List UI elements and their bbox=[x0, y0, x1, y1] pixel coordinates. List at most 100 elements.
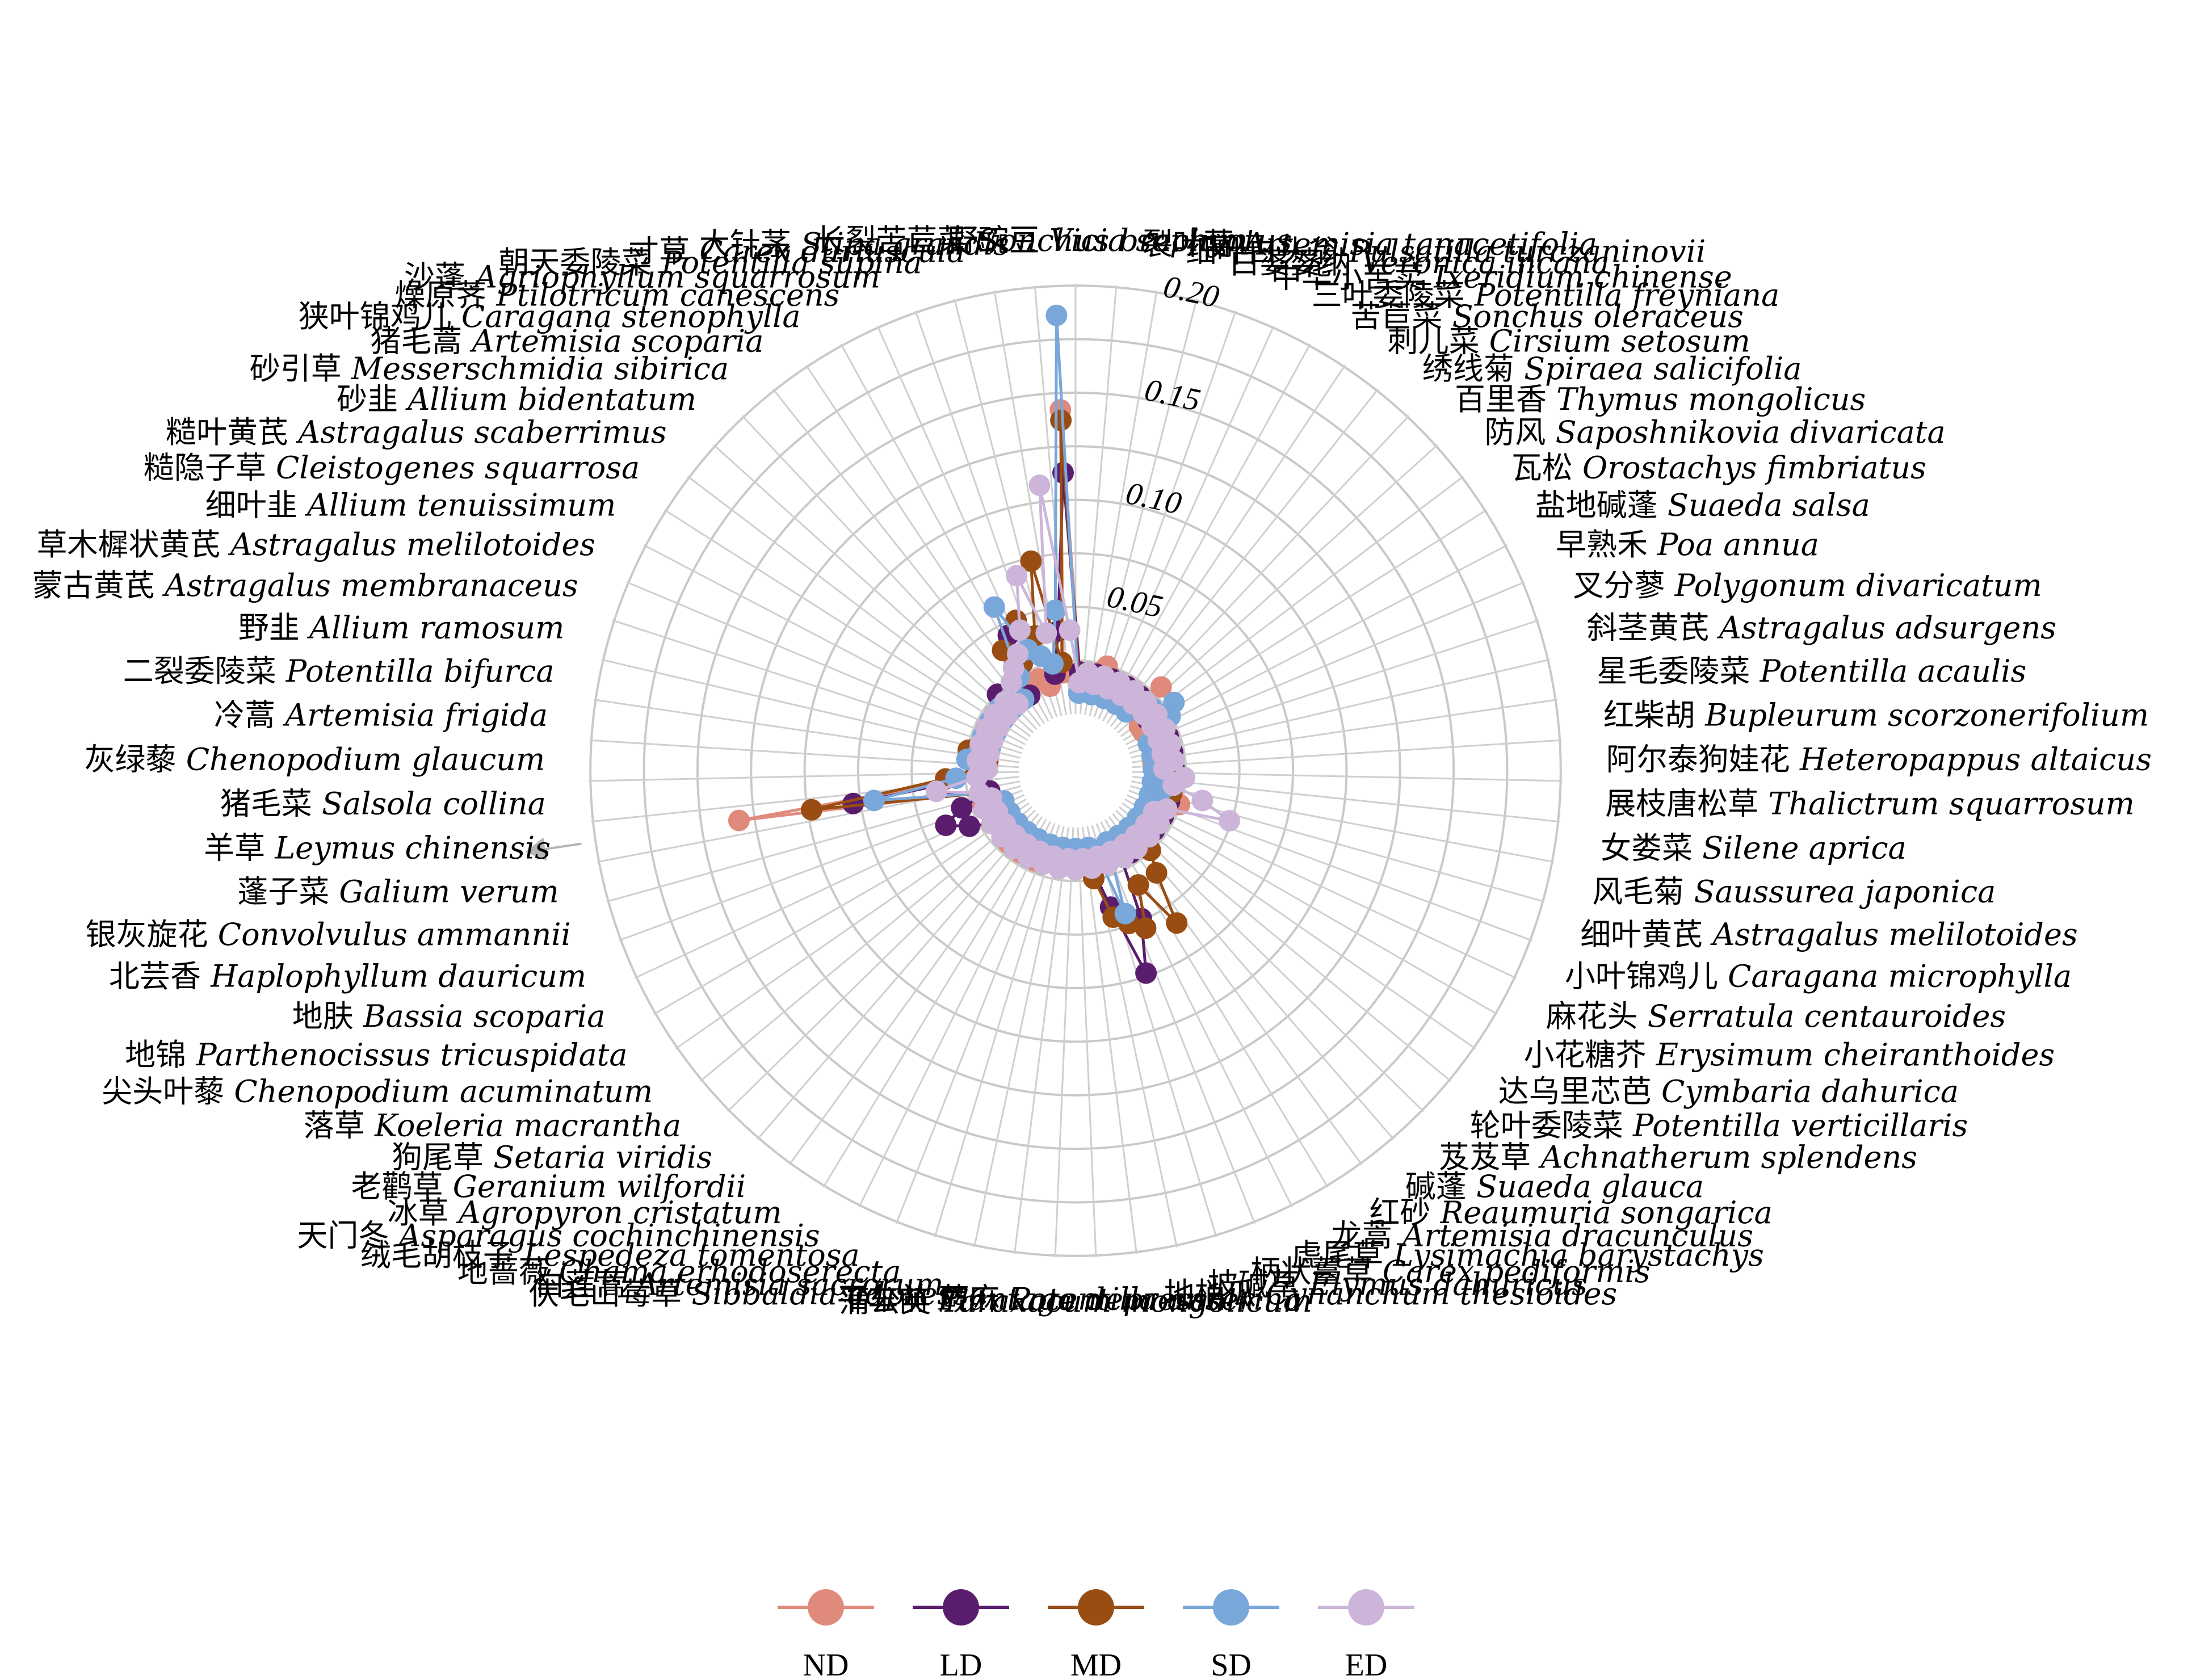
species-cn: 北芸香 bbox=[109, 958, 211, 994]
species-latin: Parthenocissus tricuspidata bbox=[195, 1037, 627, 1073]
species-label: 碱蓬 Suaeda glauca bbox=[1405, 1169, 1704, 1204]
species-label: 细叶黄芪 Astragalus melilotoides bbox=[1580, 917, 2077, 952]
species-cn: 寸草 bbox=[628, 233, 699, 269]
species-latin: Saposhnikovia divaricata bbox=[1556, 414, 1946, 450]
species-label: 地肤 Bassia scoparia bbox=[292, 998, 606, 1034]
species-cn: 风毛菊 bbox=[1592, 874, 1694, 910]
species-cn: 达乌里芯芭 bbox=[1498, 1073, 1661, 1109]
grid-spoke bbox=[934, 825, 1060, 1237]
species-latin: Potentilla anserina bbox=[1009, 1282, 1301, 1317]
grid-spoke bbox=[757, 813, 1039, 1140]
grid-spoke bbox=[1084, 290, 1158, 715]
species-label: 尖头叶藜 Chenopodium acuminatum bbox=[102, 1073, 653, 1109]
species-cn: 砂引草 bbox=[250, 351, 351, 387]
species-label: 防风 Saposhnikovia divaricata bbox=[1484, 414, 1945, 450]
species-latin: Artemisia scoparia bbox=[469, 324, 764, 359]
species-latin: Allium tenuissimum bbox=[304, 488, 616, 523]
species-label: 燥原荠 Ptilotricum canescens bbox=[394, 278, 839, 313]
data-point bbox=[1035, 622, 1057, 644]
species-label: 细叶韭 Allium tenuissimum bbox=[205, 488, 616, 523]
species-cn: 展枝唐松草 bbox=[1605, 786, 1768, 822]
legend-label: LD bbox=[940, 1648, 982, 1680]
legend-label: ND bbox=[803, 1648, 849, 1680]
data-point bbox=[1009, 619, 1031, 641]
species-latin: Thymus mongolicus bbox=[1556, 381, 1866, 417]
species-label: 羊草 Leymus chinensis bbox=[204, 830, 551, 866]
species-cn: 灰绿藜 bbox=[85, 741, 186, 777]
species-latin: Silene aprica bbox=[1702, 830, 1907, 866]
data-point bbox=[935, 814, 957, 837]
species-label: 小叶锦鸡儿 Caragana microphylla bbox=[1565, 958, 2072, 994]
species-latin: Chenopodium glaucum bbox=[186, 741, 545, 777]
species-label: 冰草 Agropyron cristatum bbox=[388, 1195, 782, 1230]
data-point bbox=[1044, 599, 1066, 621]
species-latin: Lysimachia barystachys bbox=[1392, 1237, 1763, 1273]
species-latin: Setaria viridis bbox=[493, 1140, 712, 1175]
species-label: 瓦松 Orostachys fimbriatus bbox=[1511, 450, 1926, 485]
data-point bbox=[1145, 862, 1168, 884]
species-label: 红柴胡 Bupleurum scorzonerifolium bbox=[1603, 697, 2149, 733]
species-cn: 绒毛胡枝子 bbox=[360, 1237, 523, 1273]
grid-spoke bbox=[1077, 827, 1097, 1258]
species-label: 叉分蓼 Polygonum divaricatum bbox=[1573, 568, 2042, 603]
data-point bbox=[1191, 789, 1213, 812]
species-label: 沙蓬 Agriophyllum squarrosum bbox=[404, 259, 880, 295]
data-point bbox=[959, 815, 980, 837]
grid-spoke bbox=[626, 581, 1024, 750]
legend-marker bbox=[1213, 1589, 1249, 1626]
species-latin: Agropyron cristatum bbox=[456, 1195, 782, 1230]
grid-spoke bbox=[643, 544, 1026, 745]
species-cn: 裂叶蒿 bbox=[1142, 226, 1244, 262]
species-cn: 猪毛菜 bbox=[220, 786, 322, 822]
species-cn: 蒙古黄芪 bbox=[32, 568, 165, 603]
data-point bbox=[1028, 474, 1051, 496]
species-cn: 大针茅 bbox=[699, 226, 801, 262]
species-latin: Astragalus membranaceus bbox=[162, 568, 578, 603]
grid-spoke bbox=[1131, 699, 1558, 763]
grid-spoke bbox=[727, 809, 1036, 1112]
grid-spoke bbox=[601, 658, 1021, 759]
species-label: 北芸香 Haplophyllum dauricum bbox=[109, 958, 586, 994]
species-cn: 天门冬 bbox=[297, 1217, 398, 1253]
species-cn: 叉分蓼 bbox=[1573, 568, 1674, 603]
species-latin: Taraxacum mongolicum bbox=[940, 1283, 1312, 1319]
species-latin: Plantago depressa bbox=[938, 1282, 1225, 1317]
grid-spoke bbox=[593, 699, 1020, 763]
species-latin: Caragana microphylla bbox=[1728, 958, 2072, 994]
species-latin: Pulsatilla turczaninovii bbox=[1349, 233, 1706, 269]
series-ed bbox=[925, 474, 1241, 880]
data-point bbox=[801, 799, 822, 821]
data-point bbox=[1166, 912, 1188, 934]
species-cn: 燥原荠 bbox=[394, 278, 496, 313]
species-latin: Potentilla supina bbox=[661, 245, 922, 280]
grid-spoke bbox=[1132, 771, 1563, 782]
grid-spoke bbox=[1124, 798, 1498, 1015]
species-label: 蕨麻 Potentilla anserina bbox=[938, 1282, 1301, 1317]
species-cn: 冷蒿 bbox=[214, 697, 285, 733]
species-cn: 盐地碱蓬 bbox=[1535, 488, 1668, 523]
species-label: 狗尾草 Setaria viridis bbox=[392, 1140, 712, 1175]
species-latin: Allium bidentatum bbox=[405, 381, 696, 417]
data-point bbox=[983, 596, 1005, 618]
species-label: 百里香 Thymus mongolicus bbox=[1455, 381, 1866, 417]
species-latin: Caragana stenophylla bbox=[461, 299, 801, 334]
species-cn: 麻花头 bbox=[1546, 998, 1648, 1034]
species-cn: 朝天委陵菜 bbox=[498, 245, 661, 280]
species-latin: Stipa grandis bbox=[801, 226, 1009, 262]
grid-spoke bbox=[788, 816, 1043, 1166]
species-label: 女娄菜 Silene aprica bbox=[1601, 830, 1907, 866]
species-cn: 防风 bbox=[1484, 414, 1555, 450]
species-latin: Koeleria macrantha bbox=[374, 1108, 681, 1144]
grid-spoke bbox=[772, 388, 1042, 727]
data-point bbox=[1153, 758, 1175, 780]
grid-spoke bbox=[1054, 827, 1074, 1258]
data-point bbox=[925, 780, 947, 803]
data-point bbox=[1006, 565, 1028, 587]
legend-item-md: MD bbox=[1048, 1589, 1144, 1680]
grid-spoke bbox=[1102, 343, 1311, 722]
species-latin: Bupleurum scorzonerifolium bbox=[1704, 697, 2149, 733]
species-label: 盐地碱蓬 Suaeda salsa bbox=[1535, 488, 1870, 523]
grid-spoke bbox=[1127, 581, 1525, 750]
grid-spoke bbox=[1091, 825, 1217, 1237]
